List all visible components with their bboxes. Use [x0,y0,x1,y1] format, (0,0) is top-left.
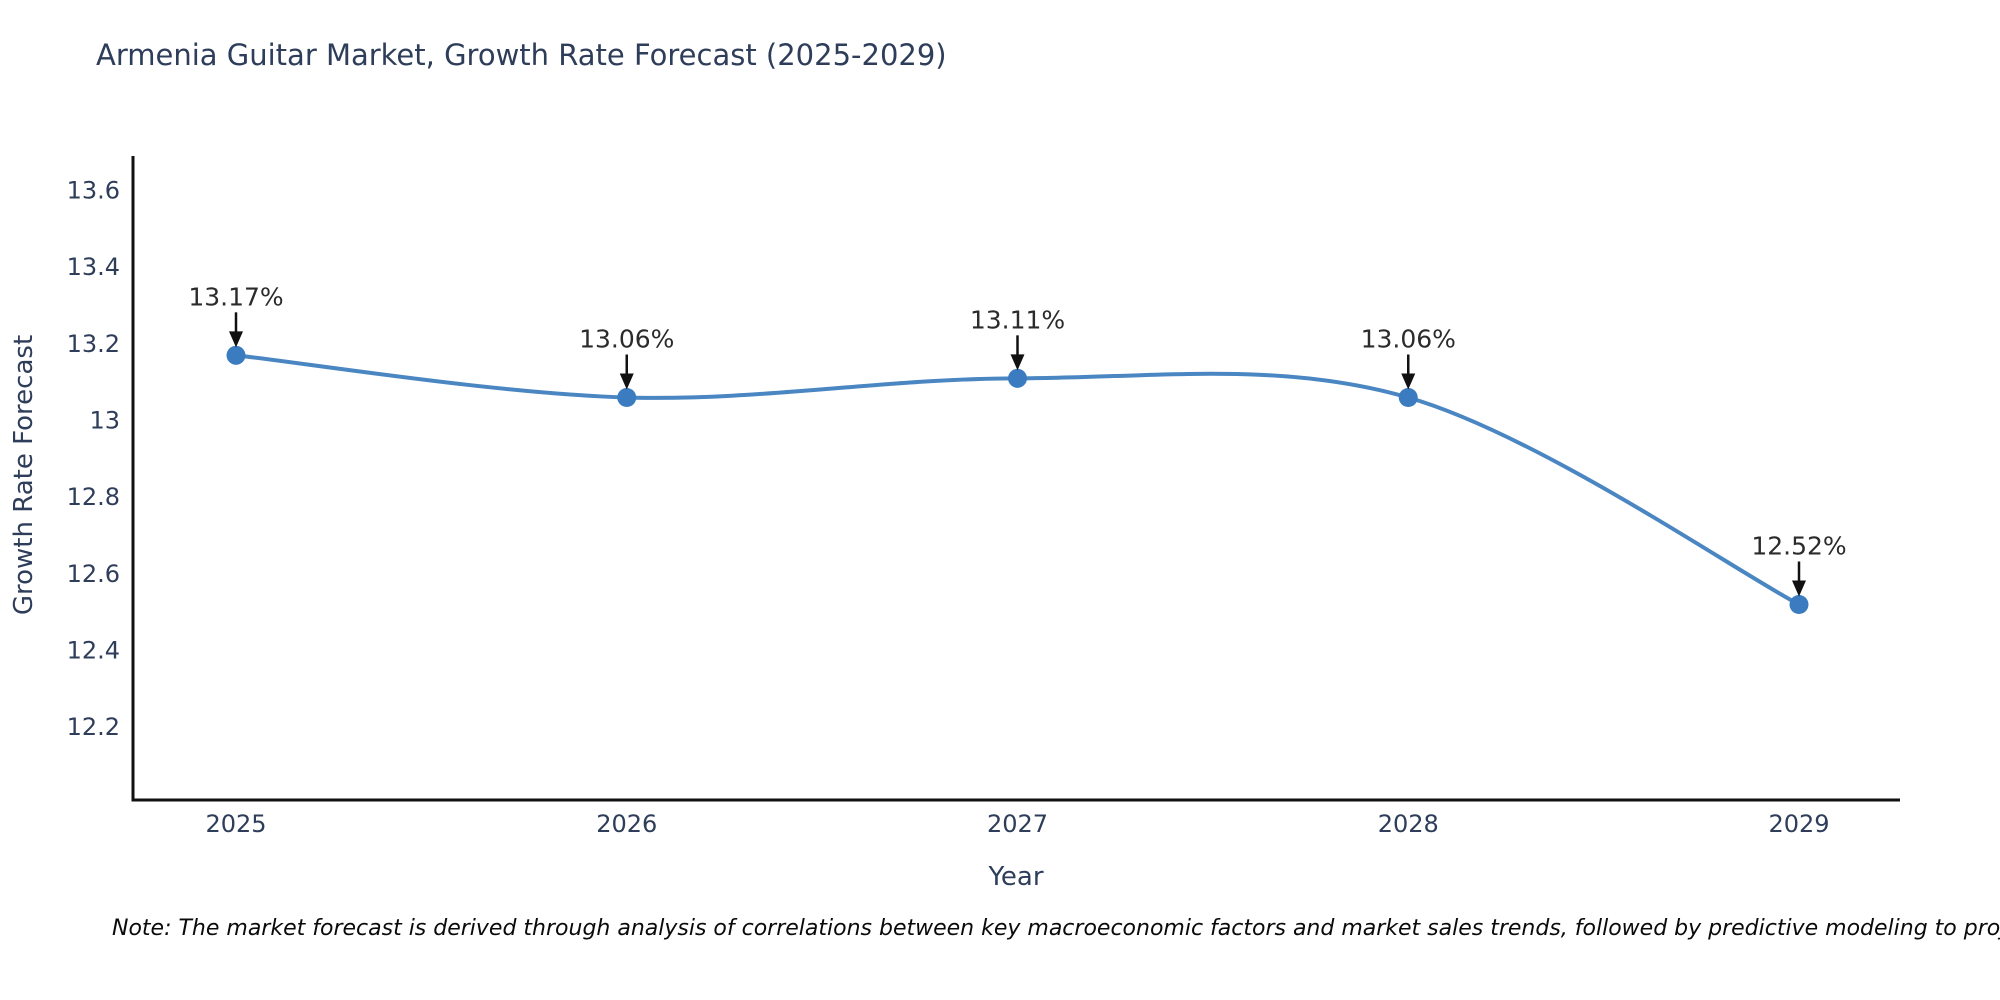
data-point-marker [1398,388,1418,407]
y-tick-label: 12.8 [67,483,120,511]
x-tick-label: 2028 [1378,810,1439,838]
x-tick-label: 2029 [1768,810,1829,838]
x-tick-label: 2025 [205,810,266,838]
y-tick-label: 12.2 [67,713,120,741]
x-axis-title: Year [988,862,1044,892]
chart-title: Armenia Guitar Market, Growth Rate Forec… [96,38,947,72]
y-tick-label: 13.2 [67,330,120,358]
annotation-arrowhead [619,373,634,390]
data-point-marker [1789,595,1809,614]
point-annotation: 13.17% [188,282,283,311]
y-tick-label: 13.6 [67,177,120,205]
point-annotation: 13.11% [970,305,1065,334]
footnote: Note: The market forecast is derived thr… [112,916,2000,941]
point-annotation: 13.06% [579,325,674,354]
y-tick-label: 13.4 [67,253,120,281]
annotation-arrowhead [1401,373,1416,390]
data-point-marker [1008,368,1027,388]
x-tick-label: 2027 [987,810,1048,838]
point-annotation: 12.52% [1751,532,1846,561]
y-tick-label: 12.6 [67,560,120,588]
y-tick-label: 13 [89,407,120,435]
y-tick-label: 12.4 [67,637,120,665]
x-tick-label: 2026 [596,810,657,838]
annotation-arrowhead [229,331,243,348]
data-point-marker [226,345,246,365]
annotation-arrowhead [1010,354,1025,371]
point-annotation: 13.06% [1361,325,1456,354]
data-point-marker [617,388,637,407]
series-line [234,353,1801,607]
annotation-arrowhead [1792,580,1806,597]
